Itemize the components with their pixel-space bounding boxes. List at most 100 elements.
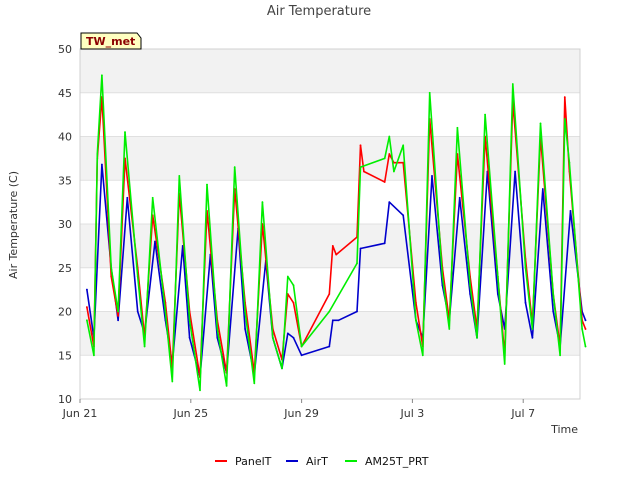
data-point-airt [356, 310, 358, 313]
data-point-panelt [363, 170, 365, 173]
x-tick-label: Jun 29 [283, 407, 319, 420]
data-point-am25t-prt [428, 91, 431, 94]
data-point-airt [337, 319, 340, 322]
grid-band [80, 180, 580, 224]
data-point-am25t-prt [568, 161, 571, 164]
station-badge-label: TW_met [86, 35, 135, 48]
data-point-panelt [110, 275, 113, 278]
data-point-airt [541, 188, 544, 190]
data-point-airt [431, 175, 433, 177]
data-point-am25t-prt [421, 354, 424, 357]
y-tick-label: 40 [58, 131, 72, 144]
data-point-panelt [383, 181, 386, 183]
data-point-airt [331, 319, 334, 322]
data-point-panelt [335, 253, 338, 256]
data-point-airt [496, 293, 499, 295]
data-point-airt [458, 196, 461, 199]
x-axis-ticks: Jun 21 Jun 25 Jun 29 Jul 3 Jul 7 [62, 399, 535, 420]
data-point-airt [383, 242, 386, 245]
data-point-am25t-prt [253, 382, 256, 385]
data-point-am25t-prt [286, 275, 289, 278]
data-point-am25t-prt [415, 319, 417, 322]
y-tick-label: 15 [58, 349, 72, 362]
data-point-am25t-prt [356, 262, 358, 265]
y-tick-label: 25 [58, 262, 72, 275]
data-point-panelt [563, 96, 566, 98]
data-point-airt [101, 163, 103, 166]
data-point-airt [552, 310, 555, 313]
data-point-panelt [359, 144, 362, 147]
data-point-airt [359, 247, 362, 250]
y-axis-label: Air Temperature (C) [7, 171, 20, 279]
y-axis-ticks: 10 15 20 25 30 35 40 45 50 [58, 43, 72, 406]
data-point-am25t-prt [328, 310, 331, 313]
data-point-am25t-prt [559, 354, 561, 357]
legend-item-panelt: PanelT [215, 455, 272, 468]
y-tick-label: 45 [58, 87, 72, 100]
data-point-airt [524, 301, 527, 304]
data-point-airt [117, 319, 119, 322]
x-tick-label: Jul 3 [400, 407, 425, 420]
data-point-airt [154, 240, 156, 243]
data-point-am25t-prt [117, 310, 119, 313]
data-point-airt [244, 328, 247, 330]
y-tick-label: 20 [58, 306, 72, 319]
data-point-am25t-prt [101, 74, 103, 77]
y-tick-label: 10 [58, 393, 72, 406]
x-tick-label: Jun 21 [62, 407, 98, 420]
legend: PanelT AirT AM25T_PRT [215, 455, 429, 468]
data-point-airt [86, 288, 88, 291]
data-point-am25t-prt [225, 385, 228, 387]
data-point-panelt [117, 315, 119, 317]
x-axis-label: Time [550, 423, 578, 436]
legend-item-am25t-prt: AM25T_PRT [345, 455, 429, 468]
grid-band [80, 92, 580, 137]
data-point-airt [514, 170, 516, 173]
data-point-am25t-prt [244, 310, 247, 313]
data-point-panelt [292, 301, 295, 304]
legend-item-airt: AirT [286, 455, 328, 468]
data-point-am25t-prt [539, 122, 542, 125]
x-tick-label: Jul 7 [510, 407, 535, 420]
data-point-am25t-prt [552, 293, 555, 295]
data-point-airt [584, 319, 587, 322]
data-point-airt [402, 214, 405, 217]
data-point-am25t-prt [96, 153, 99, 155]
data-point-airt [531, 336, 534, 339]
data-point-am25t-prt [271, 336, 274, 339]
grid-band [80, 136, 580, 181]
data-point-am25t-prt [469, 284, 471, 287]
data-point-am25t-prt [441, 275, 444, 278]
station-badge: TW_met [80, 32, 142, 50]
station-badge-box [80, 32, 142, 50]
data-point-am25t-prt [383, 157, 386, 160]
data-point-am25t-prt [448, 328, 451, 330]
data-point-am25t-prt [136, 275, 139, 278]
data-point-am25t-prt [110, 266, 113, 269]
data-point-am25t-prt [199, 389, 201, 392]
grid-band [80, 311, 580, 356]
data-point-airt [188, 336, 191, 339]
data-point-airt [300, 354, 303, 357]
data-point-am25t-prt [496, 275, 499, 278]
data-point-am25t-prt [531, 328, 534, 330]
data-point-am25t-prt [300, 345, 303, 348]
data-point-am25t-prt [164, 310, 167, 313]
data-point-airt [292, 336, 295, 339]
data-point-airt [126, 196, 129, 199]
y-tick-label: 50 [58, 43, 72, 56]
data-point-am25t-prt [292, 284, 295, 287]
series-layer [86, 74, 587, 392]
data-point-am25t-prt [281, 367, 283, 370]
data-point-am25t-prt [206, 183, 208, 186]
data-point-airt [328, 345, 331, 348]
data-point-panelt [328, 293, 331, 295]
data-point-panelt [331, 245, 334, 247]
data-point-am25t-prt [86, 319, 88, 322]
data-point-airt [388, 201, 391, 204]
grid-band [80, 49, 580, 93]
data-point-panelt [388, 153, 391, 155]
data-point-am25t-prt [484, 113, 486, 116]
data-point-airt [136, 310, 139, 313]
